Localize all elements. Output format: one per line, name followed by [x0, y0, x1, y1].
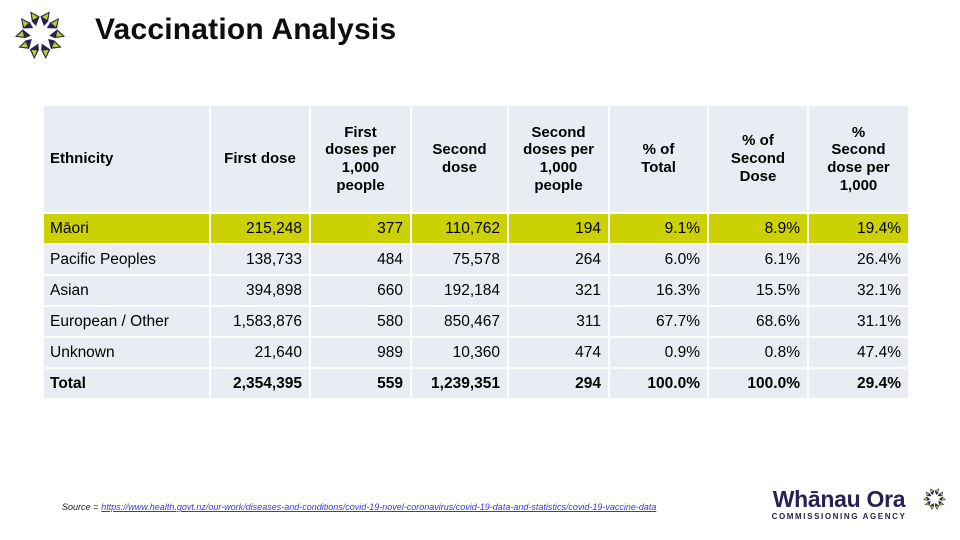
cell-value: 192,184	[410, 274, 509, 307]
cell-value: 394,898	[209, 274, 311, 307]
cell-value: 21,640	[209, 336, 311, 369]
cell-value: 321	[507, 274, 610, 307]
cell-value: 6.1%	[707, 243, 809, 276]
header-pct-total: % of Total	[608, 104, 709, 214]
cell-value: 9.1%	[608, 212, 709, 245]
cell-value: 31.1%	[807, 305, 910, 338]
cell-ethnicity: Total	[42, 367, 211, 400]
cell-value: 264	[507, 243, 610, 276]
koru-star-logo	[9, 6, 71, 63]
cell-value: 2,354,395	[209, 367, 311, 400]
cell-value: 67.7%	[608, 305, 709, 338]
cell-value: 8.9%	[707, 212, 809, 245]
page-title: Vaccination Analysis	[95, 13, 397, 46]
cell-value: 19.4%	[807, 212, 910, 245]
cell-value: 377	[309, 212, 412, 245]
cell-value: 215,248	[209, 212, 311, 245]
table-row-pacific-peoples: Pacific Peoples 138,733 484 75,578 264 6…	[42, 243, 910, 276]
source-line: Source = https://www.health.govt.nz/our-w…	[62, 502, 656, 512]
cell-value: 26.4%	[807, 243, 910, 276]
cell-value: 75,578	[410, 243, 509, 276]
cell-value: 294	[507, 367, 610, 400]
cell-ethnicity: European / Other	[42, 305, 211, 338]
cell-ethnicity: Māori	[42, 212, 211, 245]
table-row-asian: Asian 394,898 660 192,184 321 16.3% 15.5…	[42, 274, 910, 307]
table-row-maori: Māori 215,248 377 110,762 194 9.1% 8.9% …	[42, 212, 910, 245]
cell-value: 1,583,876	[209, 305, 311, 338]
cell-value: 138,733	[209, 243, 311, 276]
cell-ethnicity: Asian	[42, 274, 211, 307]
cell-ethnicity: Unknown	[42, 336, 211, 369]
brand-name: Whānau Ora	[772, 486, 906, 512]
cell-value: 100.0%	[707, 367, 809, 400]
brand-logo: Whānau Ora COMMISSIONING AGENCY	[760, 487, 918, 521]
cell-value: 68.6%	[707, 305, 809, 338]
header-second-dose: Second dose	[410, 104, 509, 214]
cell-value: 484	[309, 243, 412, 276]
header-second-per-1000: Second doses per 1,000 people	[507, 104, 610, 214]
brand-tagline: COMMISSIONING AGENCY	[771, 512, 907, 522]
cell-value: 1,239,351	[410, 367, 509, 400]
cell-value: 474	[507, 336, 610, 369]
table-row-total: Total 2,354,395 559 1,239,351 294 100.0%…	[42, 367, 910, 400]
vaccination-table: Ethnicity First dose First doses per 1,0…	[42, 104, 910, 400]
cell-value: 29.4%	[807, 367, 910, 400]
koru-star-logo-small	[921, 486, 948, 512]
cell-value: 16.3%	[608, 274, 709, 307]
cell-value: 15.5%	[707, 274, 809, 307]
header-pct-second-dose: % of Second Dose	[707, 104, 809, 214]
cell-value: 32.1%	[807, 274, 910, 307]
header-pct-second-per-1000: % Second dose per 1,000	[807, 104, 910, 214]
source-prefix: Source =	[62, 502, 99, 512]
cell-value: 559	[309, 367, 412, 400]
cell-value: 6.0%	[608, 243, 709, 276]
cell-value: 660	[309, 274, 412, 307]
header-first-dose: First dose	[209, 104, 311, 214]
cell-ethnicity: Pacific Peoples	[42, 243, 211, 276]
header-ethnicity: Ethnicity	[42, 104, 211, 214]
cell-value: 110,762	[410, 212, 509, 245]
table-header-row: Ethnicity First dose First doses per 1,0…	[42, 104, 910, 214]
cell-value: 0.9%	[608, 336, 709, 369]
cell-value: 10,360	[410, 336, 509, 369]
source-link[interactable]: https://www.health.govt.nz/our-work/dise…	[101, 502, 657, 512]
cell-value: 850,467	[410, 305, 509, 338]
cell-value: 0.8%	[707, 336, 809, 369]
cell-value: 194	[507, 212, 610, 245]
cell-value: 47.4%	[807, 336, 910, 369]
cell-value: 580	[309, 305, 412, 338]
table-row-unknown: Unknown 21,640 989 10,360 474 0.9% 0.8% …	[42, 336, 910, 369]
cell-value: 989	[309, 336, 412, 369]
cell-value: 311	[507, 305, 610, 338]
table-row-european-other: European / Other 1,583,876 580 850,467 3…	[42, 305, 910, 338]
header-first-per-1000: First doses per 1,000 people	[309, 104, 412, 214]
cell-value: 100.0%	[608, 367, 709, 400]
